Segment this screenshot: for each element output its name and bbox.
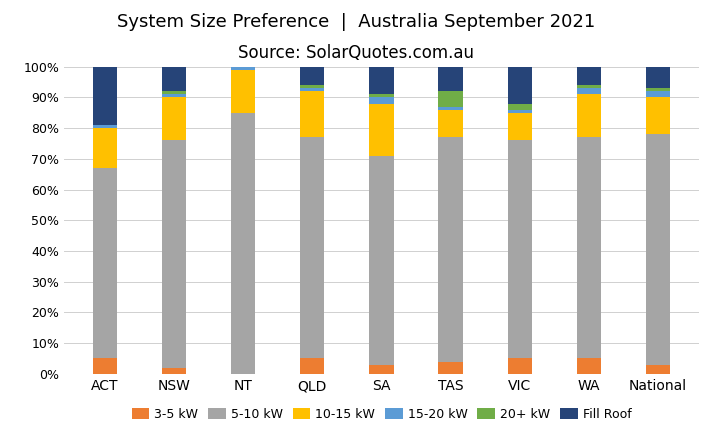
Text: Source: SolarQuotes.com.au: Source: SolarQuotes.com.au xyxy=(239,44,474,62)
Bar xyxy=(369,97,394,104)
Bar xyxy=(646,88,670,91)
Bar xyxy=(577,85,601,88)
Bar xyxy=(93,67,117,125)
Bar xyxy=(300,88,324,91)
Bar xyxy=(646,134,670,364)
Bar xyxy=(508,110,532,113)
Bar xyxy=(577,88,601,94)
Bar xyxy=(231,70,255,113)
Bar xyxy=(369,104,394,156)
Bar xyxy=(162,141,186,368)
Bar xyxy=(162,91,186,94)
Legend: 3-5 kW, 5-10 kW, 10-15 kW, 15-20 kW, 20+ kW, Fill Roof: 3-5 kW, 5-10 kW, 10-15 kW, 15-20 kW, 20+… xyxy=(127,403,636,426)
Bar xyxy=(369,67,394,94)
Bar xyxy=(646,364,670,374)
Bar xyxy=(646,97,670,134)
Bar xyxy=(438,361,463,374)
Bar xyxy=(162,94,186,97)
Bar xyxy=(438,107,463,110)
Bar xyxy=(162,97,186,141)
Bar xyxy=(300,91,324,138)
Bar xyxy=(162,67,186,91)
Bar xyxy=(508,67,532,104)
Bar xyxy=(93,128,117,168)
Bar xyxy=(231,113,255,374)
Bar xyxy=(438,138,463,361)
Bar xyxy=(508,359,532,374)
Bar xyxy=(438,91,463,107)
Bar xyxy=(369,94,394,97)
Text: System Size Preference  |  Australia September 2021: System Size Preference | Australia Septe… xyxy=(118,13,595,31)
Bar xyxy=(438,110,463,138)
Bar xyxy=(438,67,463,91)
Bar xyxy=(300,359,324,374)
Bar xyxy=(300,85,324,88)
Bar xyxy=(300,138,324,359)
Bar xyxy=(93,168,117,359)
Bar xyxy=(577,138,601,359)
Bar xyxy=(93,359,117,374)
Bar xyxy=(577,94,601,138)
Bar xyxy=(162,368,186,374)
Bar xyxy=(508,104,532,110)
Bar xyxy=(369,156,394,364)
Bar xyxy=(646,67,670,88)
Bar xyxy=(577,359,601,374)
Bar xyxy=(231,67,255,70)
Bar xyxy=(508,113,532,141)
Bar xyxy=(508,141,532,359)
Bar xyxy=(369,364,394,374)
Bar xyxy=(300,67,324,85)
Bar xyxy=(646,91,670,97)
Bar xyxy=(577,67,601,85)
Bar xyxy=(93,125,117,128)
